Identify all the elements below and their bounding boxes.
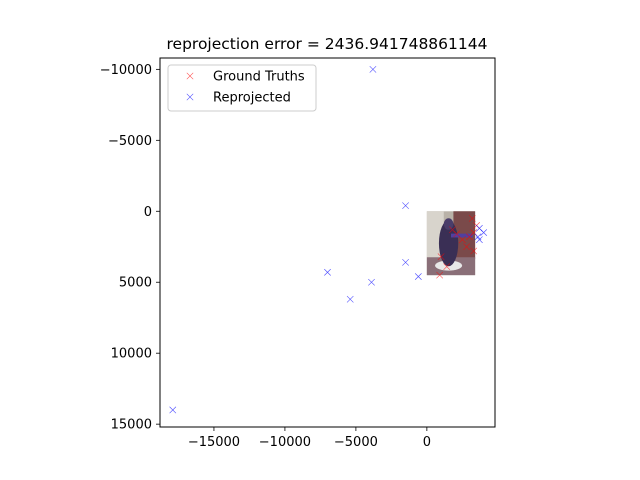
ground-truth-marker xyxy=(458,236,466,244)
legend-label: Reprojected xyxy=(213,91,291,106)
y-tick-label: 15000 xyxy=(111,418,152,433)
x-axis-ticks: −15000 −10000 −5000 0 xyxy=(188,427,431,450)
ground-truth-marker xyxy=(449,226,456,234)
ground-truth-marker xyxy=(463,243,471,251)
reprojected-marker xyxy=(480,229,488,236)
reprojected-marker xyxy=(475,236,483,244)
y-tick-label: 10000 xyxy=(111,347,152,362)
ground-truth-marker xyxy=(470,247,478,255)
y-axis-ticks: −10000 −5000 0 5000 10000 15000 xyxy=(100,63,160,433)
x-tick-label: −10000 xyxy=(259,435,311,450)
legend-box xyxy=(167,64,317,112)
ground-truth-marker xyxy=(436,271,444,279)
reprojected-series xyxy=(169,65,488,414)
y-tick-label: −10000 xyxy=(100,63,152,78)
reprojected-marker xyxy=(169,406,177,414)
x-tick-label: −15000 xyxy=(188,435,240,450)
y-tick-label: −5000 xyxy=(108,134,152,149)
reprojected-marker xyxy=(402,202,409,210)
legend-label: Ground Truths xyxy=(213,70,305,85)
ground-truth-marker xyxy=(443,263,451,271)
axes-frame xyxy=(159,57,496,428)
y-tick-label: 0 xyxy=(144,205,152,220)
photo-figure xyxy=(438,220,459,267)
photo-figure-head xyxy=(443,218,454,230)
ground-truth-marker xyxy=(466,233,473,241)
ground-truth-marker xyxy=(437,253,445,261)
x-tick-label: 0 xyxy=(423,435,431,450)
legend-marker xyxy=(186,93,194,101)
reprojected-marker xyxy=(402,258,409,266)
reprojected-marker xyxy=(368,278,375,286)
y-tick-label: 5000 xyxy=(119,276,152,291)
ground-truth-marker xyxy=(468,214,476,222)
legend: Ground Truths Reprojected xyxy=(167,64,317,112)
scatter-points xyxy=(169,65,488,414)
photo-figure-arm xyxy=(450,233,473,238)
reprojected-marker xyxy=(324,268,331,276)
photo-thumbnail-image xyxy=(426,211,476,276)
reprojected-marker xyxy=(414,273,422,280)
reprojected-marker xyxy=(346,295,354,303)
reprojected-marker xyxy=(369,65,377,73)
ground-truth-series xyxy=(436,214,480,279)
legend-marker xyxy=(186,72,194,80)
x-tick-label: −5000 xyxy=(334,435,378,450)
chart-title: reprojection error = 2436.941748861144 xyxy=(167,35,488,53)
